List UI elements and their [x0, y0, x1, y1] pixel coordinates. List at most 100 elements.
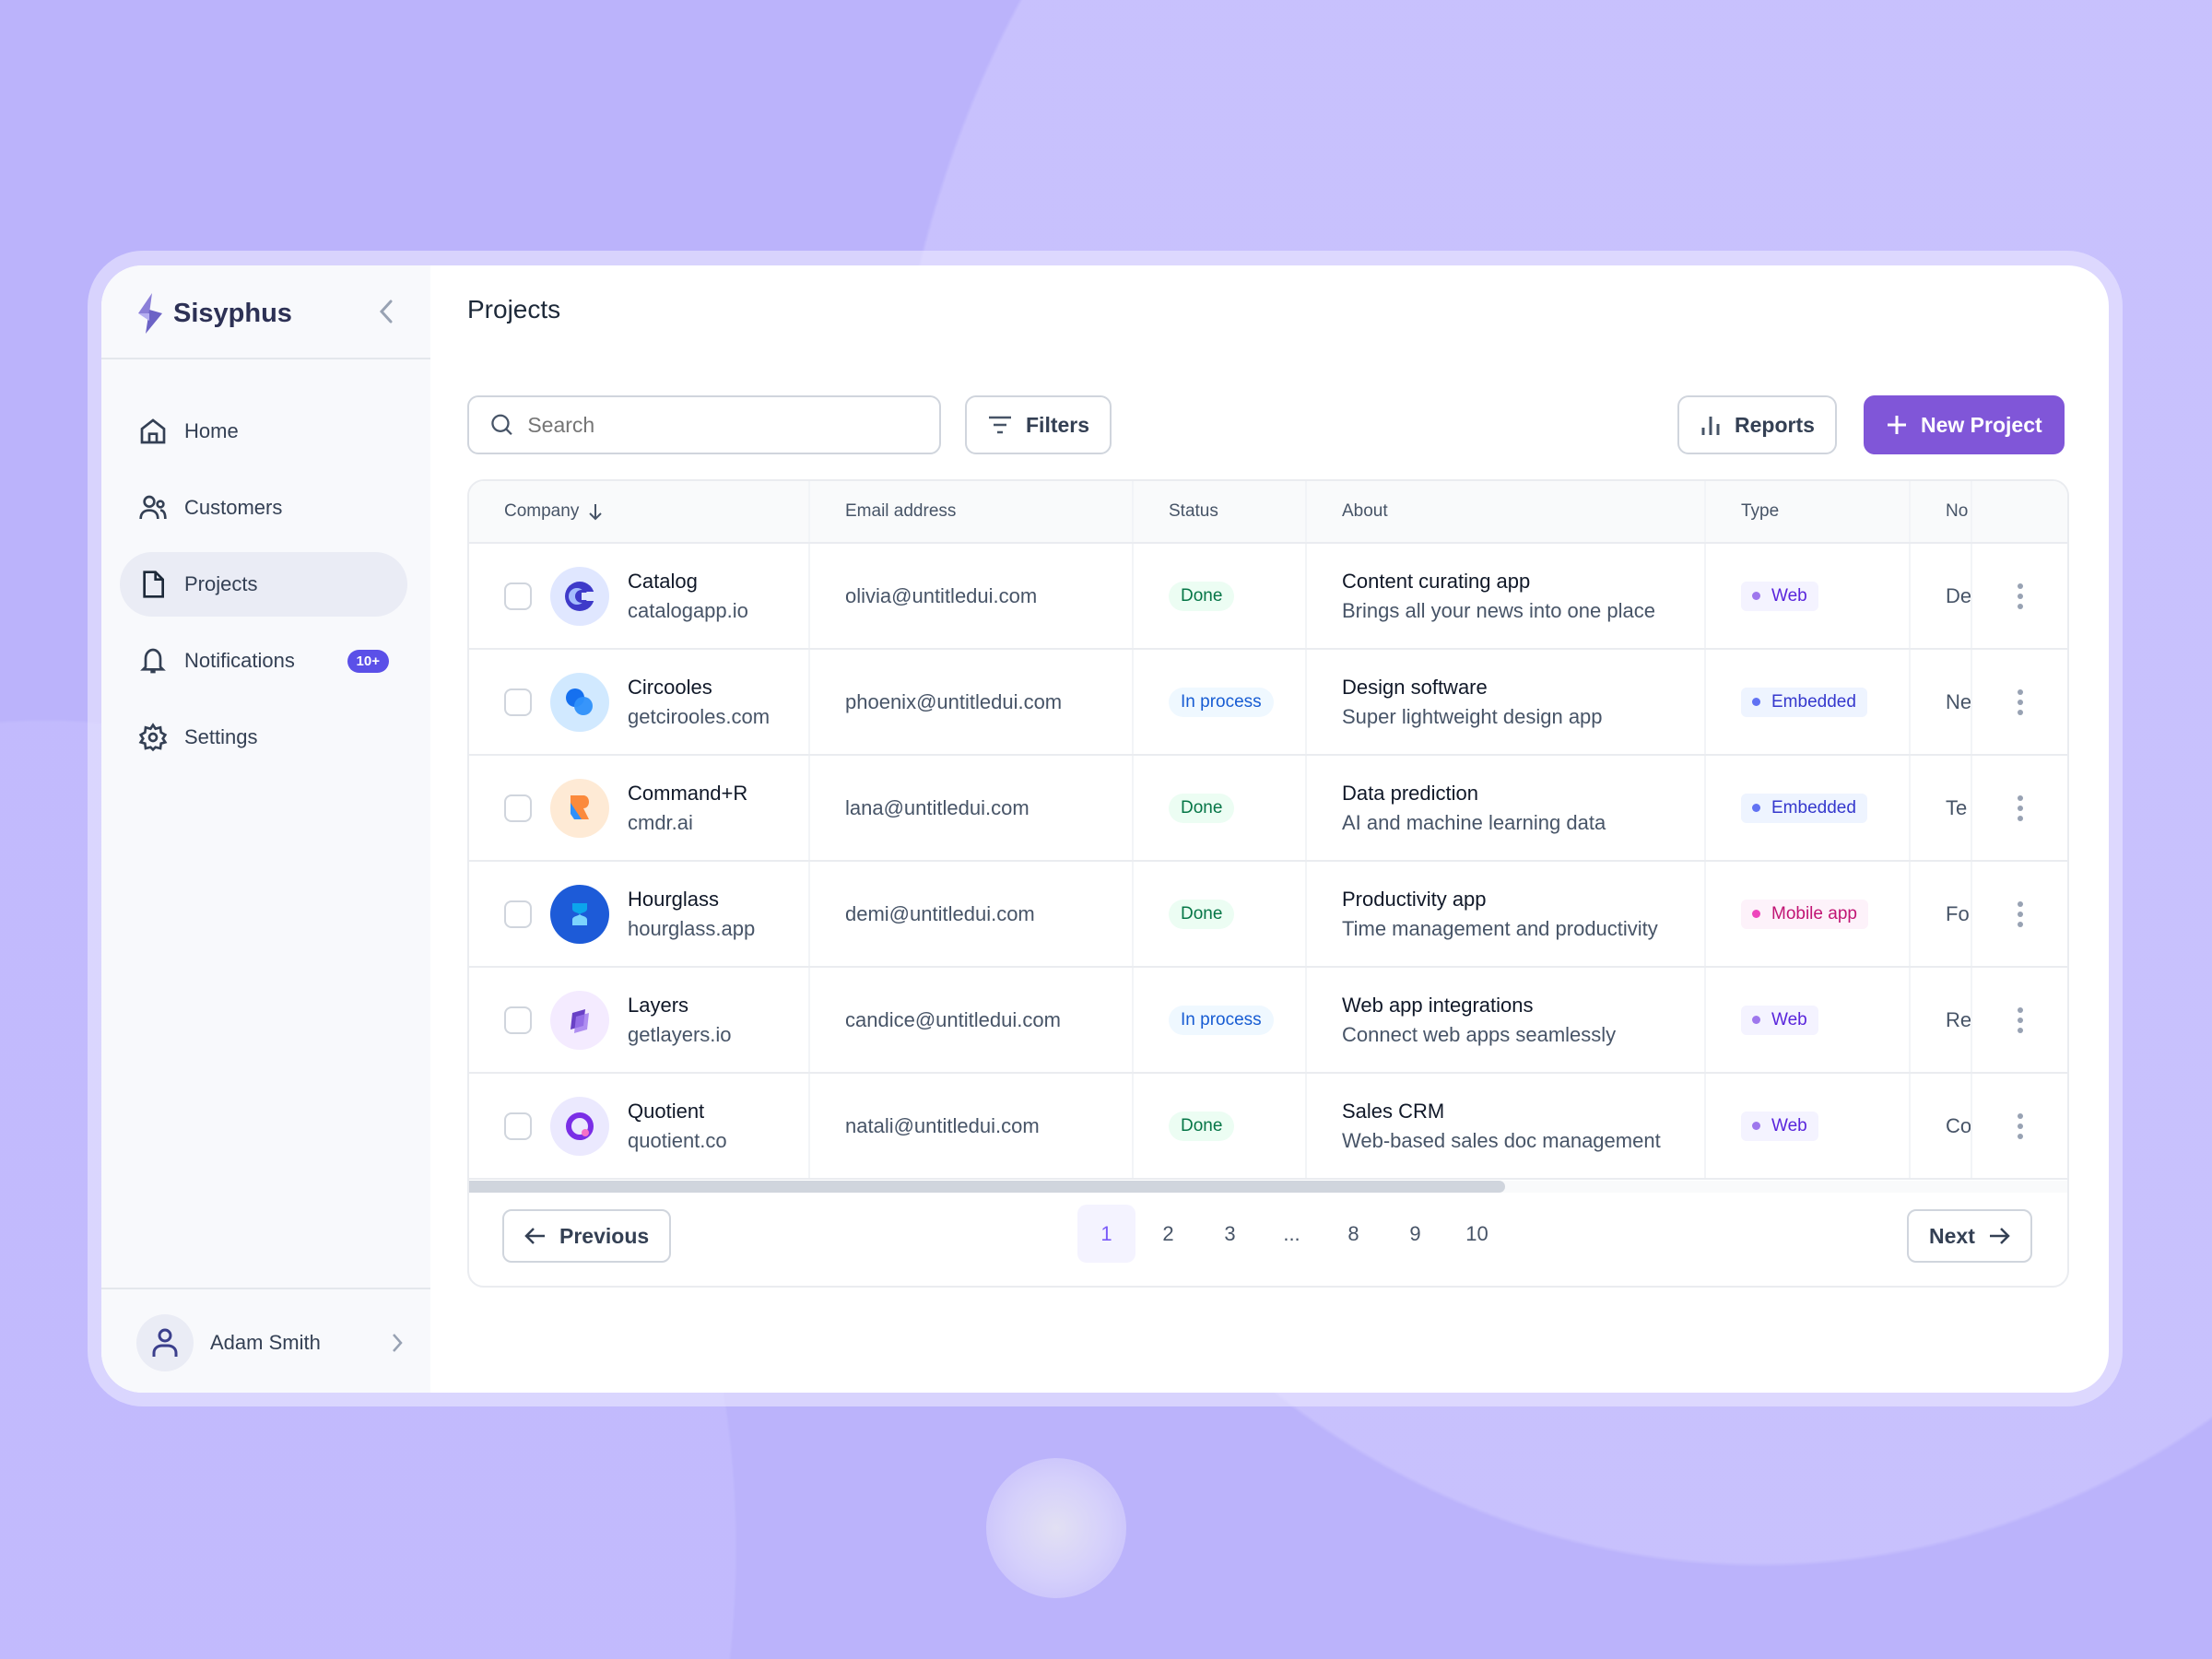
about-cell: Productivity app Time management and prod… [1307, 862, 1706, 966]
new-project-button[interactable]: New Project [1864, 395, 2065, 454]
column-header-status[interactable]: Status [1134, 481, 1307, 542]
column-header-email[interactable]: Email address [810, 481, 1134, 542]
filters-button[interactable]: Filters [965, 395, 1112, 454]
status-cell: Done [1134, 756, 1307, 860]
type-cell: Embedded [1706, 650, 1911, 754]
company-name: Command+R [628, 781, 748, 805]
page-8[interactable]: 8 [1347, 1221, 1359, 1245]
status-cell: Done [1134, 862, 1307, 966]
company-logo [550, 778, 609, 838]
page-2[interactable]: 2 [1162, 1221, 1174, 1245]
type-label: Embedded [1771, 797, 1856, 818]
email-cell: phoenix@untitledui.com [810, 650, 1134, 754]
sidebar-item-settings[interactable]: Settings [120, 705, 407, 770]
sidebar-item-customers[interactable]: Customers [120, 476, 407, 540]
about-title: Sales CRM [1342, 1099, 1445, 1123]
table-row[interactable]: Quotient quotient.co natali@untitledui.co… [469, 1074, 2067, 1180]
type-badge: Mobile app [1741, 899, 1868, 929]
row-checkbox[interactable] [504, 1006, 532, 1034]
page-3[interactable]: 3 [1224, 1221, 1236, 1245]
about-cell: Sales CRM Web-based sales doc management [1307, 1074, 1706, 1178]
home-icon [140, 418, 166, 444]
company-name: Layers [628, 993, 689, 1017]
about-title: Productivity app [1342, 887, 1487, 911]
row-actions-button[interactable] [1972, 756, 2067, 860]
page-1[interactable]: 1 [1077, 1205, 1135, 1263]
user-profile-button[interactable]: Adam Smith [136, 1314, 404, 1371]
row-actions-button[interactable] [1972, 544, 2067, 648]
row-checkbox[interactable] [504, 688, 532, 716]
status-badge: Done [1169, 581, 1235, 611]
table-body: Catalog catalogapp.io olivia@untitledui.c… [469, 544, 2067, 1180]
search-input[interactable] [527, 412, 919, 438]
sidebar-item-notifications[interactable]: Notifications 10+ [120, 629, 407, 693]
table-row[interactable]: Command+R cmdr.ai lana@untitledui.com Don… [469, 756, 2067, 862]
column-header-company[interactable]: Company [469, 481, 810, 542]
column-header-type[interactable]: Type [1706, 481, 1911, 542]
table-row[interactable]: Catalog catalogapp.io olivia@untitledui.c… [469, 544, 2067, 650]
page-10[interactable]: 10 [1465, 1221, 1488, 1245]
email-cell: olivia@untitledui.com [810, 544, 1134, 648]
type-cell: Embedded [1706, 756, 1911, 860]
type-label: Web [1771, 585, 1807, 606]
previous-button[interactable]: Previous [502, 1209, 672, 1263]
search-field[interactable] [467, 395, 941, 454]
page-9[interactable]: 9 [1409, 1221, 1421, 1245]
about-cell: Data prediction AI and machine learning d… [1307, 756, 1706, 860]
company-cell: Hourglass hourglass.app [469, 862, 810, 966]
dot-icon [1752, 910, 1760, 918]
row-actions-button[interactable] [1972, 968, 2067, 1072]
type-cell: Mobile app [1706, 862, 1911, 966]
company-logo [550, 672, 609, 732]
filter-lines-icon [989, 416, 1011, 434]
company-name: Quotient [628, 1099, 705, 1123]
table-row[interactable]: Circooles getcirooles.com phoenix@untitle… [469, 650, 2067, 756]
bell-icon [140, 648, 166, 674]
type-cell: Web [1706, 968, 1911, 1072]
dot-icon [1752, 592, 1760, 600]
type-badge: Web [1741, 581, 1818, 611]
reports-button[interactable]: Reports [1677, 395, 1837, 454]
notes-cell: Fo [1911, 862, 1972, 966]
status-cell: In process [1134, 650, 1307, 754]
page-title: Projects [467, 295, 561, 324]
dot-icon [1752, 1016, 1760, 1024]
table-row[interactable]: Layers getlayers.io candice@untitledui.co… [469, 968, 2067, 1074]
sidebar-item-projects[interactable]: Projects [120, 552, 407, 617]
horizontal-scrollbar[interactable] [469, 1181, 2067, 1193]
email-cell: candice@untitledui.com [810, 968, 1134, 1072]
more-vertical-icon [2017, 794, 2023, 821]
row-checkbox[interactable] [504, 1112, 532, 1140]
sidebar-nav: Home Customers Projects Notifications 10… [120, 399, 407, 782]
row-actions-button[interactable] [1972, 862, 2067, 966]
about-title: Design software [1342, 675, 1488, 699]
about-subtitle: Brings all your news into one place [1342, 598, 1655, 622]
more-vertical-icon [2017, 1006, 2023, 1033]
status-badge: Done [1169, 1111, 1235, 1141]
row-actions-button[interactable] [1972, 650, 2067, 754]
next-button[interactable]: Next [1907, 1209, 2032, 1263]
row-checkbox[interactable] [504, 582, 532, 610]
type-badge: Embedded [1741, 793, 1867, 823]
row-actions-button[interactable] [1972, 1074, 2067, 1178]
about-subtitle: AI and machine learning data [1342, 810, 1606, 834]
column-header-about[interactable]: About [1307, 481, 1706, 542]
type-label: Embedded [1771, 691, 1856, 712]
sidebar-item-home[interactable]: Home [120, 399, 407, 464]
company-cell: Quotient quotient.co [469, 1074, 810, 1178]
row-checkbox[interactable] [504, 900, 532, 928]
column-header-notes[interactable]: No [1911, 481, 1972, 542]
company-logo [550, 884, 609, 944]
glow-orb [986, 1458, 1126, 1598]
row-checkbox[interactable] [504, 794, 532, 822]
notes-cell: Ne [1911, 650, 1972, 754]
company-domain: getcirooles.com [628, 704, 771, 728]
arrow-down-icon [589, 504, 603, 521]
sidebar-item-label: Notifications [184, 649, 295, 672]
status-badge: Done [1169, 899, 1235, 929]
status-cell: Done [1134, 1074, 1307, 1178]
table-row[interactable]: Hourglass hourglass.app demi@untitledui.c… [469, 862, 2067, 968]
scrollbar-thumb[interactable] [469, 1181, 1505, 1193]
collapse-sidebar-button[interactable] [378, 299, 394, 332]
column-header-actions [1972, 481, 2067, 542]
